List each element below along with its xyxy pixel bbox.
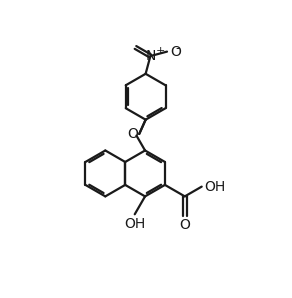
Text: O: O [127, 128, 138, 142]
Text: N: N [145, 49, 156, 63]
Text: OH: OH [204, 180, 225, 194]
Text: -: - [176, 42, 180, 55]
Text: +: + [155, 46, 165, 56]
Text: OH: OH [124, 217, 145, 231]
Text: O: O [179, 218, 190, 232]
Text: O: O [171, 45, 181, 59]
